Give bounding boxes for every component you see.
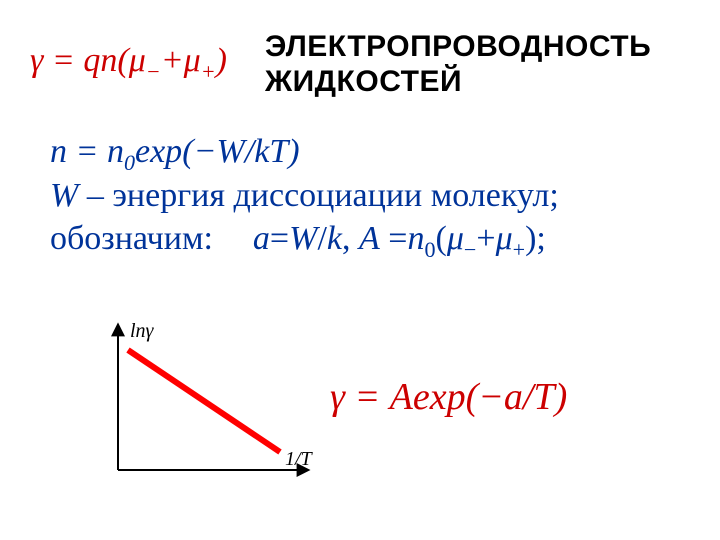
x-axis-label: 1/T bbox=[285, 448, 312, 471]
mu1: μ bbox=[447, 220, 464, 257]
open-paren: ( bbox=[117, 42, 128, 79]
mu-minus: μ bbox=[129, 42, 146, 79]
dash: – bbox=[78, 177, 112, 214]
slash: / bbox=[245, 133, 254, 170]
open: (− bbox=[182, 133, 216, 170]
close2: ); bbox=[525, 220, 546, 257]
data-line bbox=[128, 350, 280, 452]
n0-n: n bbox=[107, 133, 124, 170]
chart-ln-gamma-vs-inv-T: lnγ 1/T bbox=[90, 320, 320, 490]
title-line-2: ЖИДКОСТЕЙ bbox=[265, 65, 462, 98]
eq2: = bbox=[380, 220, 408, 257]
eq1: = bbox=[270, 220, 289, 257]
W-var2: W bbox=[289, 220, 317, 257]
gamma-symbol: γ bbox=[30, 42, 43, 79]
slide-title: ЭЛЕКТРОПРОВОДНОСТЬ ЖИДКОСТЕЙ bbox=[265, 30, 651, 99]
equation-n: n = n0exp(−W/kT) bbox=[50, 130, 559, 174]
eq3: = bbox=[345, 376, 390, 418]
n-var: n bbox=[50, 133, 67, 170]
k-var: k bbox=[327, 220, 342, 257]
equals: = bbox=[43, 42, 83, 79]
defs-label: обозначим: bbox=[50, 220, 213, 257]
close: ) bbox=[288, 133, 299, 170]
slash2: / bbox=[523, 376, 534, 418]
exp2: exp bbox=[413, 376, 466, 418]
close3: ) bbox=[555, 376, 568, 418]
plus2: + bbox=[476, 220, 495, 257]
sub-plus: + bbox=[201, 59, 216, 84]
sub-minus2: − bbox=[464, 237, 476, 262]
comma: , bbox=[342, 220, 359, 257]
close-paren: ) bbox=[216, 42, 227, 79]
A-var: A bbox=[359, 220, 380, 257]
gamma2: γ bbox=[330, 376, 345, 418]
line-W-definition: W – энергия диссоциации молекул; bbox=[50, 174, 559, 218]
body-block: n = n0exp(−W/kT) W – энергия диссоциации… bbox=[50, 130, 559, 261]
y-axis-label: lnγ bbox=[130, 320, 153, 343]
W-text: энергия диссоциации молекул; bbox=[112, 177, 558, 214]
sub-minus: − bbox=[146, 59, 161, 84]
open2: ( bbox=[436, 220, 447, 257]
equation-gamma-qn: γ = qn(μ−+μ+) bbox=[30, 42, 227, 80]
mu2: μ bbox=[496, 220, 513, 257]
mu-plus: μ bbox=[184, 42, 201, 79]
qn: qn bbox=[83, 42, 117, 79]
n-var2: n bbox=[407, 220, 424, 257]
slash1: / bbox=[317, 220, 326, 257]
zero-sub: 0 bbox=[424, 237, 435, 262]
sub-plus2: + bbox=[513, 237, 525, 262]
kT: kT bbox=[254, 133, 288, 170]
a-var: a bbox=[253, 220, 270, 257]
equation-gamma-Aexp: γ = Aexp(−a/T) bbox=[330, 375, 567, 419]
T2: T bbox=[533, 376, 554, 418]
plus-sign: + bbox=[161, 42, 184, 79]
exp: exp bbox=[135, 133, 182, 170]
W: W bbox=[216, 133, 244, 170]
title-line-1: ЭЛЕКТРОПРОВОДНОСТЬ bbox=[265, 30, 651, 63]
a2: a bbox=[504, 376, 523, 418]
A2: A bbox=[390, 376, 413, 418]
W-var: W bbox=[50, 177, 78, 214]
n0-zero: 0 bbox=[124, 150, 135, 175]
eq: = bbox=[67, 133, 107, 170]
open3: (− bbox=[466, 376, 504, 418]
line-definitions: обозначим:a=W/k, A =n0(μ−+μ+); bbox=[50, 217, 559, 261]
